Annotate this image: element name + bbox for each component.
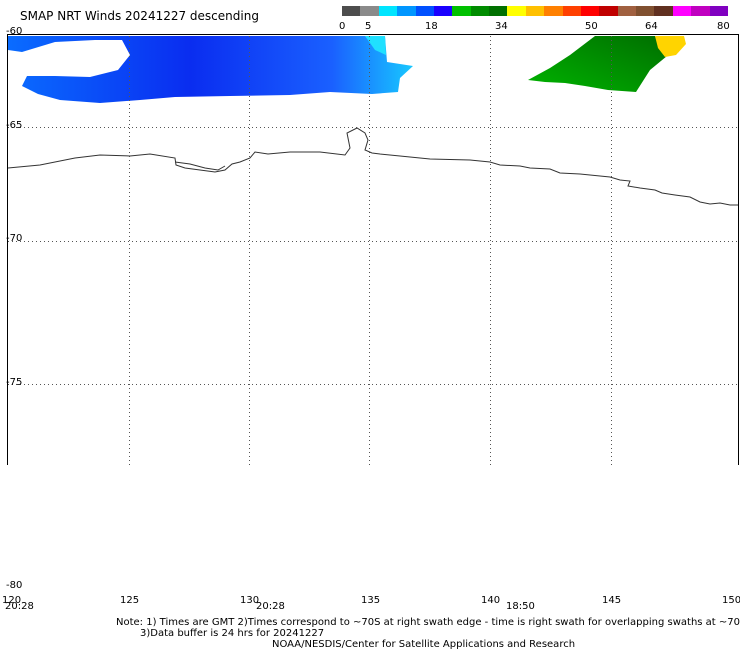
wind-swath-low-edge — [365, 36, 386, 55]
colorbar-tick-label: 18 — [425, 21, 438, 32]
lon-label: 120 — [2, 595, 22, 606]
lon-label: 150 — [722, 595, 740, 606]
wind-speed-colorbar — [342, 6, 728, 16]
colorbar-tick-label: 50 — [585, 21, 598, 32]
colorbar-tick-label: 0 — [339, 21, 346, 32]
lat-label: -70 — [6, 233, 23, 244]
colorbar-tick-label: 34 — [495, 21, 508, 32]
graticule — [8, 36, 738, 465]
colorbar-segment — [599, 6, 618, 16]
colorbar-segment — [709, 6, 728, 16]
colorbar-tick-label: 5 — [365, 21, 372, 32]
lat-label: -75 — [6, 377, 23, 388]
map-title: SMAP NRT Winds 20241227 descending — [20, 9, 259, 23]
lat-label: -65 — [6, 120, 23, 131]
colorbar-segment — [470, 6, 489, 16]
lon-label: 140 — [481, 595, 501, 606]
swath-time-label: 18:50 — [506, 601, 535, 612]
antarctic-coastline — [7, 127, 738, 206]
wind-swath-strong — [655, 36, 686, 57]
lon-label: 125 — [120, 595, 140, 606]
colorbar-segment — [654, 6, 673, 16]
wind-swath-moderate — [528, 36, 667, 92]
colorbar-segment — [525, 6, 545, 16]
colorbar-segment — [397, 6, 416, 16]
lon-label: 145 — [602, 595, 622, 606]
colorbar-segment — [544, 6, 563, 16]
swath-time-label: 20:28 — [5, 601, 34, 612]
credit-line: NOAA/NESDIS/Center for Satellite Applica… — [272, 639, 576, 650]
lon-label: 135 — [361, 595, 381, 606]
colorbar-tick-label: 64 — [645, 21, 658, 32]
colorbar-segment — [507, 6, 526, 16]
note-line-2: 3)Data buffer is 24 hrs for 20241227 — [140, 628, 325, 639]
coastline-inlet — [174, 161, 226, 171]
colorbar-segment — [489, 6, 508, 16]
colorbar-segment — [617, 6, 636, 16]
wind-swath-low — [8, 36, 413, 103]
colorbar-segment — [452, 6, 471, 16]
colorbar-segment — [636, 6, 655, 16]
note-line-1: Note: 1) Times are GMT 2)Times correspon… — [116, 617, 740, 628]
colorbar-segment — [415, 6, 434, 16]
lat-label: -80 — [6, 580, 23, 591]
lon-label: 130 — [240, 595, 260, 606]
colorbar-segment — [580, 6, 600, 16]
colorbar-segment — [672, 6, 692, 16]
colorbar-segment — [562, 6, 581, 16]
colorbar-segment — [342, 6, 361, 16]
swath-time-label: 20:28 — [256, 601, 285, 612]
colorbar-tick-label: 80 — [717, 21, 730, 32]
colorbar-segment — [378, 6, 398, 16]
colorbar-segment — [360, 6, 379, 16]
colorbar-segment — [433, 6, 453, 16]
lat-label: -60 — [6, 26, 23, 37]
colorbar-segment — [691, 6, 710, 16]
